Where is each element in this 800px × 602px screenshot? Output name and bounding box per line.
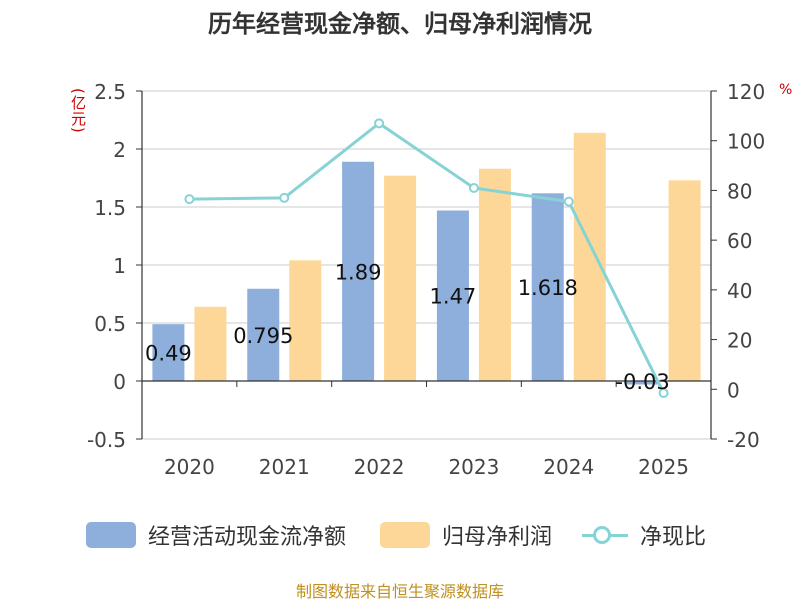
bars bbox=[152, 132, 701, 385]
legend-label-cashflow: 经营活动现金流净额 bbox=[148, 525, 347, 550]
cashflow-data-label: 1.618 bbox=[518, 276, 578, 300]
left-tick-label: 2 bbox=[113, 138, 126, 162]
left-tick-label: 1 bbox=[113, 254, 126, 278]
legend-item-netprofit[interactable]: 归母净利润 bbox=[380, 517, 552, 553]
legend-item-ratio[interactable]: 净现比 bbox=[582, 517, 706, 553]
right-tick-label: 100 bbox=[727, 130, 765, 154]
bar-cashflow bbox=[626, 381, 659, 385]
ratio-point bbox=[658, 388, 669, 399]
cashflow-data-label: -0.03 bbox=[615, 370, 669, 394]
bar-netprofit bbox=[573, 132, 606, 381]
cashflow-data-label: 0.795 bbox=[233, 324, 293, 348]
legend-swatch-cashflow bbox=[86, 522, 136, 548]
bar-netprofit bbox=[384, 175, 417, 381]
bar-netprofit bbox=[668, 180, 701, 381]
legend-item-cashflow[interactable]: 经营活动现金流净额 bbox=[86, 517, 346, 553]
cashflow-data-label: 1.89 bbox=[335, 260, 382, 284]
left-axis-unit: (亿元) bbox=[69, 88, 87, 134]
left-tick-label: 0.5 bbox=[94, 312, 126, 336]
source-note: 制图数据来自恒生聚源数据库 bbox=[295, 582, 504, 601]
x-tick-label: 2023 bbox=[448, 455, 499, 479]
ratio-line-path bbox=[189, 121, 665, 394]
cashflow-data-label: 0.49 bbox=[145, 342, 192, 366]
x-tick-label: 2025 bbox=[638, 455, 689, 479]
bar-cashflow bbox=[342, 161, 375, 381]
right-tick-label: 80 bbox=[727, 179, 752, 203]
right-tick-label: 40 bbox=[727, 279, 752, 303]
cashflow-data-label: 1.47 bbox=[430, 285, 477, 309]
right-tick-label: -20 bbox=[727, 428, 760, 452]
left-tick-label: -0.5 bbox=[87, 428, 126, 452]
ratio-point bbox=[279, 192, 290, 203]
x-tick-label: 2024 bbox=[543, 455, 594, 479]
ratio-point bbox=[563, 196, 574, 207]
gridlines bbox=[142, 90, 711, 440]
right-tick-label: 20 bbox=[727, 329, 752, 353]
x-tick-label: 2020 bbox=[164, 455, 215, 479]
legend-label-netprofit: 归母净利润 bbox=[442, 525, 553, 550]
data-labels: 0.49 0.795 1.89 1.47 1.618 -0.03 bbox=[145, 260, 670, 394]
bar-cashflow bbox=[247, 288, 280, 381]
ratio-point bbox=[468, 182, 479, 193]
x-tick-label: 2021 bbox=[259, 455, 310, 479]
right-tick-label: 0 bbox=[727, 378, 740, 402]
bar-cashflow bbox=[531, 193, 564, 381]
bar-netprofit bbox=[478, 168, 511, 381]
left-tick-label: 2.5 bbox=[94, 80, 126, 104]
x-tick-label: 2022 bbox=[354, 455, 405, 479]
legend-swatch-netprofit bbox=[380, 522, 430, 548]
ratio-line bbox=[184, 118, 669, 399]
right-axis-unit: % bbox=[779, 82, 793, 98]
bar-netprofit bbox=[194, 306, 227, 381]
left-tick-label: 0 bbox=[113, 370, 126, 394]
right-tick-label: 60 bbox=[727, 229, 752, 253]
legend-line-ratio-icon bbox=[582, 522, 628, 548]
axes: -0.5 0 0.5 1 1.5 2 2.5 -20 0 20 40 60 80 100 120 2020 20… bbox=[87, 80, 765, 479]
bar-cashflow bbox=[152, 324, 185, 381]
chart-title: 历年经营现金净额、归母净利润情况 bbox=[208, 10, 592, 38]
right-tick-label: 120 bbox=[727, 80, 765, 104]
left-tick-label: 1.5 bbox=[94, 196, 126, 220]
legend-label-ratio: 净现比 bbox=[640, 525, 707, 550]
bar-cashflow bbox=[436, 210, 469, 381]
ratio-point bbox=[184, 194, 195, 205]
ratio-point bbox=[374, 118, 385, 129]
bar-netprofit bbox=[289, 260, 322, 381]
legend: 经营活动现金流净额 归母净利润 净现比 bbox=[0, 517, 800, 553]
